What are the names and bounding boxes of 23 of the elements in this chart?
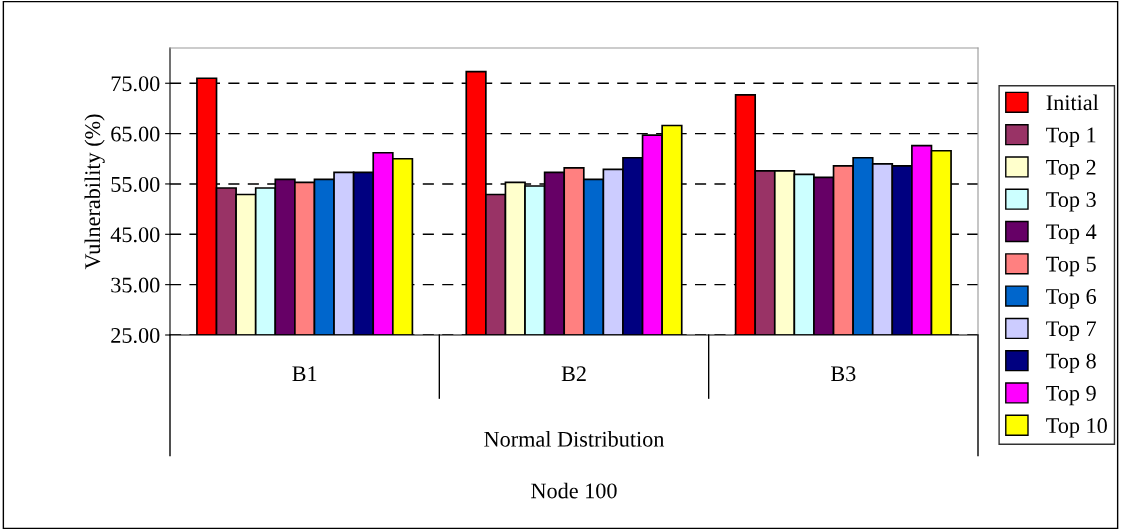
- legend-label: Top 1: [1046, 127, 1096, 147]
- x-tick-label: B1: [292, 366, 317, 382]
- y-tick-label: 45.00: [110, 227, 160, 243]
- y-tick-label: 25.00: [111, 327, 160, 344]
- legend-label: Top 3: [1046, 192, 1096, 212]
- legend-label: Initial: [1046, 94, 1099, 111]
- x-tick-label: B2: [561, 366, 586, 382]
- legend-label: Top 4: [1046, 224, 1097, 244]
- y-tick-label: 55.00: [111, 176, 160, 192]
- y-axis-title: Vulnerability (%): [84, 114, 105, 270]
- legend-label: Top 10: [1046, 418, 1107, 438]
- y-tick-label: 65.00: [111, 126, 160, 142]
- legend-label: Top 9: [1046, 385, 1096, 406]
- legend-label: Top 8: [1046, 353, 1096, 374]
- text: Normal Distribution: [484, 431, 665, 447]
- legend-label: Top 2: [1046, 159, 1096, 180]
- legend-label: Top 5: [1046, 256, 1096, 277]
- text: Node 100: [531, 482, 617, 499]
- legend-label: Top 6: [1046, 288, 1097, 309]
- y-tick-label: 75.00: [111, 76, 160, 92]
- legend-label: Top 7: [1046, 321, 1097, 341]
- x-tick-label: B3: [831, 366, 856, 382]
- y-tick-label: 35.00: [111, 277, 160, 293]
